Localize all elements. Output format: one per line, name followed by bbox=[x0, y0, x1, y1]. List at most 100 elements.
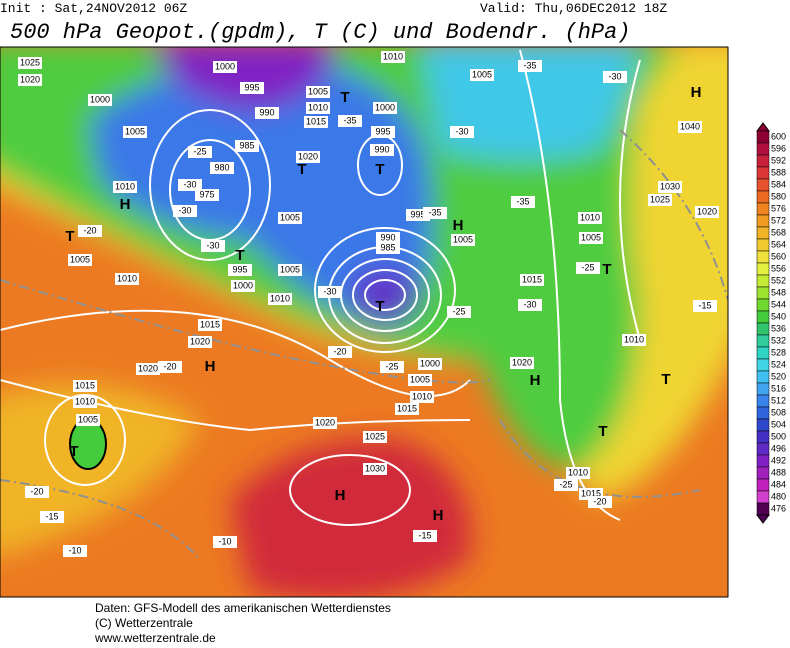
isotherm-label-bg bbox=[588, 496, 612, 508]
isobar-label: 1005 bbox=[308, 86, 328, 96]
isobar-label: 1010 bbox=[412, 391, 432, 401]
colorbar-label: 512 bbox=[771, 395, 786, 405]
isotherm-label: -10 bbox=[218, 536, 231, 546]
colorbar-label: 544 bbox=[771, 299, 786, 309]
isotherm-label-bg bbox=[188, 146, 212, 158]
isotherm-label: -15 bbox=[698, 300, 711, 310]
colorbar-swatch bbox=[756, 370, 770, 384]
isotherm-label-bg bbox=[518, 299, 542, 311]
isobar-label-bg bbox=[88, 94, 112, 106]
isobar-label: 1010 bbox=[568, 467, 588, 477]
isobar-label: 1015 bbox=[75, 380, 95, 390]
colorbar-label: 572 bbox=[771, 215, 786, 225]
map: 1025102010001005101010051010100099599098… bbox=[0, 47, 728, 597]
isobar-label: 1015 bbox=[522, 274, 542, 284]
colorbar-label: 528 bbox=[771, 347, 786, 357]
isobar-label-bg bbox=[578, 212, 602, 224]
isotherm-label: -35 bbox=[428, 207, 441, 217]
colorbar-swatch bbox=[756, 154, 770, 168]
colorbar-label: 484 bbox=[771, 479, 786, 489]
colorbar-label: 548 bbox=[771, 287, 786, 297]
pressure-center: H bbox=[691, 84, 702, 101]
isobar-label-bg bbox=[255, 107, 279, 119]
isotherm-label-bg bbox=[576, 262, 600, 274]
colorbar-swatch bbox=[756, 262, 770, 276]
isotherm-label-bg bbox=[423, 207, 447, 219]
colorbar-swatch bbox=[756, 166, 770, 180]
isobar-label: 1000 bbox=[90, 94, 110, 104]
isotherm-label: -35 bbox=[516, 196, 529, 206]
colorbar-swatch bbox=[756, 394, 770, 408]
footer-line: Daten: GFS-Modell des amerikanischen Wet… bbox=[95, 601, 391, 615]
isobar-label-bg bbox=[18, 74, 42, 86]
isobar-label-bg bbox=[210, 162, 234, 174]
isotherm-label: -30 bbox=[523, 299, 536, 309]
pressure-center: H bbox=[433, 507, 444, 524]
colorbar: 600 596 592 588 584 580 576 572 568 564 560 556 552 5… bbox=[756, 122, 786, 524]
isobar-label: 1020 bbox=[138, 363, 158, 373]
isobar-label: 1015 bbox=[200, 319, 220, 329]
isobar-label-bg bbox=[510, 357, 534, 369]
isobar-label: 1005 bbox=[410, 374, 430, 384]
map-frame bbox=[0, 46, 729, 598]
isobar-label: 1010 bbox=[383, 51, 403, 61]
isobar-label-bg bbox=[658, 181, 682, 193]
isotherm-label: -20 bbox=[593, 496, 606, 506]
isobar-label: 990 bbox=[259, 107, 274, 117]
isotherm-label-bg bbox=[413, 530, 437, 542]
colorbar-swatch bbox=[756, 322, 770, 336]
colorbar-label: 516 bbox=[771, 383, 786, 393]
pressure-center: H bbox=[335, 487, 346, 504]
isobar-label-bg bbox=[376, 232, 400, 244]
isobar-label-bg bbox=[123, 126, 147, 138]
isobar-label: 1025 bbox=[20, 57, 40, 67]
isotherm-label-bg bbox=[511, 196, 535, 208]
colorbar-swatch bbox=[756, 418, 770, 432]
pressure-center: T bbox=[340, 89, 349, 106]
isobar-label: 1020 bbox=[190, 336, 210, 346]
isobar-label-bg bbox=[115, 273, 139, 285]
isobar-label-bg bbox=[304, 116, 328, 128]
colorbar-label: 592 bbox=[771, 155, 786, 165]
colorbar-swatch bbox=[756, 238, 770, 252]
isobar-label-bg bbox=[470, 69, 494, 81]
colorbar-swatch bbox=[756, 310, 770, 324]
colorbar-label: 596 bbox=[771, 143, 786, 153]
isotherm-label-bg bbox=[693, 300, 717, 312]
isobar-label: 1030 bbox=[365, 463, 385, 473]
isobar-label-bg bbox=[376, 242, 400, 254]
colorbar-swatch bbox=[756, 298, 770, 312]
colorbar-swatch bbox=[756, 442, 770, 456]
isobar-label-bg bbox=[278, 212, 302, 224]
isobar-label-bg bbox=[678, 121, 702, 133]
isobar-label: 1010 bbox=[580, 212, 600, 222]
isobar-label: 1010 bbox=[624, 334, 644, 344]
isobar-label-bg bbox=[648, 194, 672, 206]
colorbar-top-arrow bbox=[756, 122, 770, 132]
colorbar-bottom-arrow bbox=[756, 514, 770, 524]
isobar-label-bg bbox=[622, 334, 646, 346]
colorbar-swatch bbox=[756, 214, 770, 228]
isobar-label-bg bbox=[566, 467, 590, 479]
isobar-label: 985 bbox=[239, 140, 254, 150]
isobar-label: 1005 bbox=[70, 254, 90, 264]
isobar-label: 1025 bbox=[365, 431, 385, 441]
isotherm-label-bg bbox=[318, 286, 342, 298]
colorbar-label: 520 bbox=[771, 371, 786, 381]
isobar-label-bg bbox=[198, 319, 222, 331]
isobar-label: 1010 bbox=[308, 102, 328, 112]
isobar-label-bg bbox=[395, 403, 419, 415]
isotherm-label: -30 bbox=[206, 240, 219, 250]
colorbar-label: 476 bbox=[771, 503, 786, 513]
isobar-label-bg bbox=[381, 51, 405, 63]
isotherm-label: -20 bbox=[333, 346, 346, 356]
colorbar-swatch bbox=[756, 334, 770, 348]
isotherm-label: -15 bbox=[418, 530, 431, 540]
isobar-label-bg bbox=[235, 140, 259, 152]
colorbar-label: 540 bbox=[771, 311, 786, 321]
isobar-label: 1005 bbox=[581, 232, 601, 242]
isotherm-label-bg bbox=[173, 205, 197, 217]
isotherm-label: -30 bbox=[608, 71, 621, 81]
isotherm-label: -30 bbox=[455, 126, 468, 136]
colorbar-label: 552 bbox=[771, 275, 786, 285]
